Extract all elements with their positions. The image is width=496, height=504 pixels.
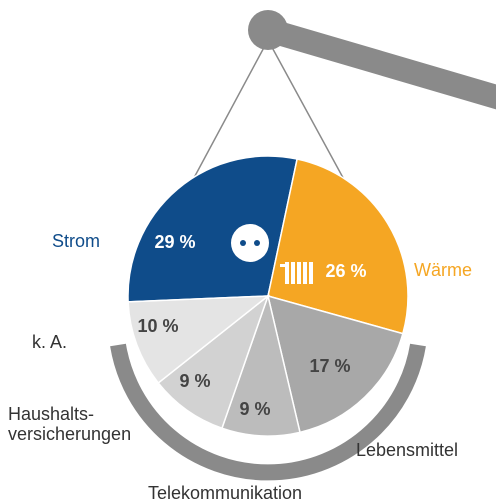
value-label: 9 % [179,371,210,391]
value-label: 29 % [154,232,195,252]
category-label: Wärme [414,260,472,280]
value-label: 26 % [325,261,366,281]
category-label: k. A. [32,332,67,352]
infographic: 29 % 26 % 17 % 9 % 9 % 10 % Strom Wärme Lebensm… [0,0,496,504]
category-label: Strom [52,231,100,251]
value-label: 9 % [239,399,270,419]
value-label: 10 % [137,316,178,336]
category-label: Haushalts- versicherungen [8,404,131,444]
category-label: Lebensmittel [356,440,458,460]
value-label: 17 % [309,356,350,376]
plug-icon [231,224,269,262]
category-label: Telekommunikation [148,483,302,503]
